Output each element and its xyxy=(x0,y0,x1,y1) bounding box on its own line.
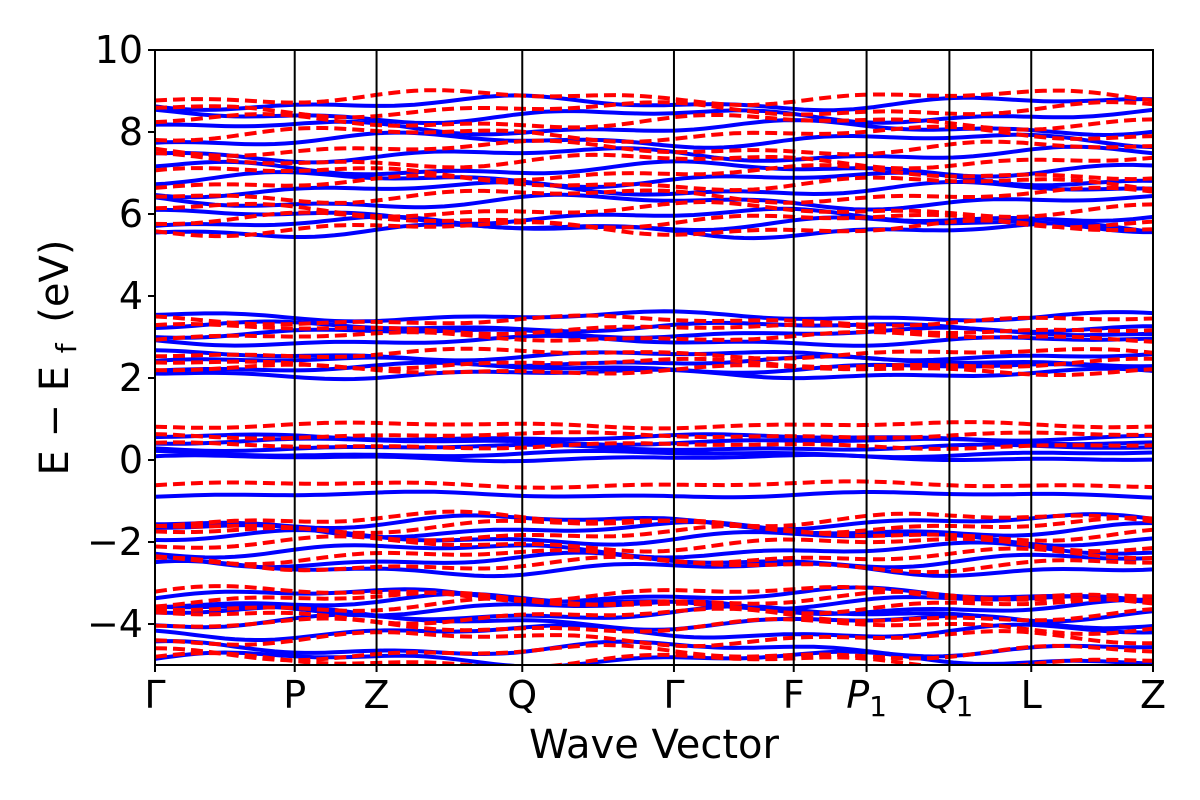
y-tick-label: 2 xyxy=(119,356,143,400)
dashed-band-line xyxy=(155,313,1153,328)
dashed-band-line xyxy=(155,642,1153,663)
dashed-band-line xyxy=(155,138,1153,158)
x-tick-label: L xyxy=(1021,673,1042,717)
kpoint-letter: P xyxy=(846,673,869,717)
kpoint-divider-layer xyxy=(293,50,1033,665)
x-tick-label: Γ xyxy=(663,673,684,717)
dashed-band-line xyxy=(155,185,1153,205)
dashed-band-line xyxy=(155,606,1153,626)
kpoint-subscript: 1 xyxy=(869,690,887,723)
x-tick-label: Q xyxy=(507,673,537,717)
kpoint-letter: Q xyxy=(926,673,956,717)
solid-band-line xyxy=(155,220,1153,241)
solid-band-line xyxy=(155,130,1153,150)
y-tick-label: −4 xyxy=(87,602,143,646)
dashed-band-line xyxy=(155,420,1153,431)
x-tick-label: Z xyxy=(364,673,390,717)
dashed-band-line xyxy=(155,584,1153,603)
dashed-band-line xyxy=(155,509,1153,529)
dashed-band-line xyxy=(155,440,1153,451)
y-tick-label: 0 xyxy=(119,438,143,482)
x-tick-label: Γ xyxy=(144,673,165,717)
dashed-band-line xyxy=(155,100,1153,120)
kpoint-subscript: 1 xyxy=(955,690,973,723)
dashed-band-line xyxy=(155,124,1153,144)
dashed-band-line xyxy=(155,430,1153,441)
dashed-band-line xyxy=(155,329,1153,344)
dashed-band-line xyxy=(155,356,1153,371)
solid-band-line xyxy=(155,489,1153,500)
dashed-band-line xyxy=(155,321,1153,336)
dashed-band-line xyxy=(155,151,1153,171)
y-axis-label-subscript: f xyxy=(50,342,83,353)
y-tick-label: 10 xyxy=(95,28,143,72)
y-tick-label: −2 xyxy=(87,520,143,564)
x-axis-ticks: Γ P Z Q Γ F P1 Q1 L Z xyxy=(144,665,1166,723)
dashed-band-line xyxy=(155,112,1153,132)
dashed-band-line xyxy=(155,88,1153,108)
x-axis-label: Wave Vector xyxy=(529,722,780,768)
solid-band-line xyxy=(155,180,1153,200)
y-tick-label: 8 xyxy=(119,110,143,154)
solid-band-line xyxy=(155,452,1153,464)
dashed-band-line xyxy=(155,629,1153,649)
dashed-band-line xyxy=(155,479,1153,490)
dashed-band-line xyxy=(155,163,1153,183)
y-axis-ticks: −4 −2 0 2 4 6 8 10 xyxy=(87,28,155,646)
x-tick-label: F xyxy=(783,673,805,717)
y-axis-label: E − E f (eV) xyxy=(32,240,86,476)
solid-band-line xyxy=(155,354,1153,369)
dashed-band-line xyxy=(155,651,1153,665)
solid-band-line xyxy=(155,540,1153,560)
dashed-band-line xyxy=(155,210,1153,230)
dashed-band-line xyxy=(155,346,1153,361)
dashed-band-line xyxy=(155,616,1153,636)
x-tick-label: P xyxy=(283,673,306,717)
y-axis-label-main: E − E xyxy=(32,366,78,476)
band-lines-layer xyxy=(155,88,1153,665)
plot-frame xyxy=(154,49,1154,666)
dashed-band-line xyxy=(155,534,1153,554)
solid-band-line xyxy=(155,448,1153,460)
x-tick-label: Z xyxy=(1140,673,1166,717)
dashed-band-line xyxy=(155,199,1153,219)
dashed-band-line xyxy=(155,173,1153,193)
y-tick-label: 4 xyxy=(119,274,143,318)
solid-band-line xyxy=(155,93,1153,113)
y-axis-label-unit: (eV) xyxy=(32,240,78,323)
dashed-band-line xyxy=(155,546,1153,567)
dashed-band-line xyxy=(155,596,1153,616)
y-tick-label: 6 xyxy=(119,192,143,236)
solid-band-line xyxy=(155,512,1153,532)
x-tick-label: Q1 xyxy=(926,673,974,723)
x-tick-label: P1 xyxy=(846,673,887,723)
dashed-band-line xyxy=(155,515,1153,535)
dashed-band-line xyxy=(155,554,1153,575)
